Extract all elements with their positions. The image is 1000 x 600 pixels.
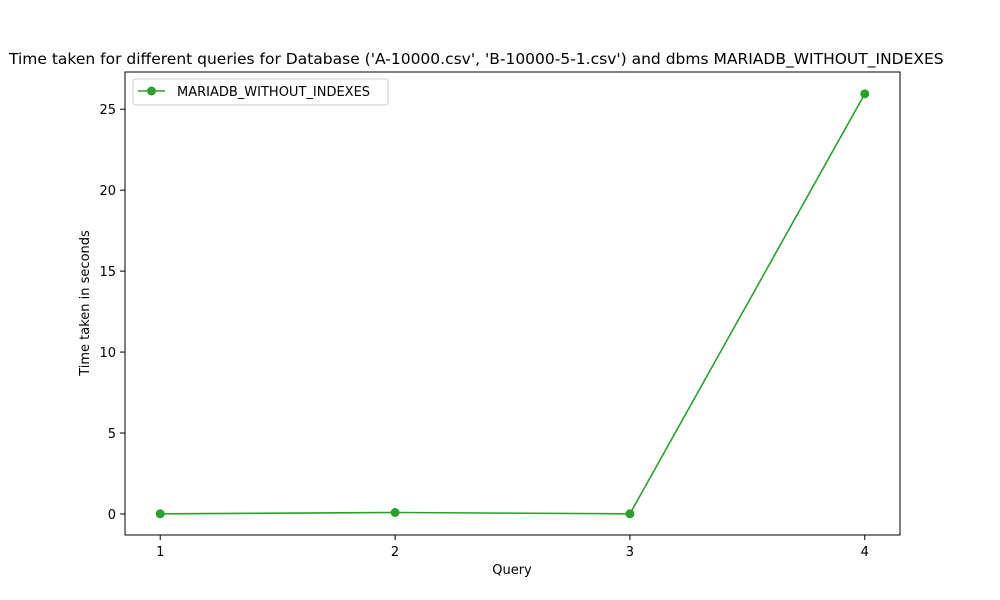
legend-label: MARIADB_WITHOUT_INDEXES (177, 85, 370, 100)
legend: MARIADB_WITHOUT_INDEXES (132, 78, 389, 106)
y-tick-label: 10 (99, 346, 116, 361)
x-tick-label: 4 (861, 545, 869, 560)
y-tick-label: 5 (108, 427, 116, 442)
y-axis: 0 5 10 15 20 25 (99, 103, 125, 523)
data-point (860, 89, 870, 99)
legend-marker-swatch (147, 86, 156, 96)
y-tick-label: 15 (99, 265, 116, 280)
data-point (625, 509, 635, 519)
series-line (160, 93, 866, 515)
x-tick-label: 1 (156, 545, 164, 560)
series-layer (155, 89, 870, 519)
y-tick-label: 25 (99, 103, 116, 118)
x-tick-label: 3 (626, 545, 634, 560)
x-axis-label: Query (492, 563, 532, 578)
y-tick-label: 20 (99, 184, 116, 199)
x-axis: 1 2 3 4 (156, 535, 869, 560)
chart-title: Time taken for different queries for Dat… (8, 50, 944, 69)
y-tick-label: 0 (108, 508, 116, 523)
x-tick-label: 2 (391, 545, 399, 560)
legend-box (132, 78, 389, 106)
plot-area (124, 71, 901, 536)
data-point (390, 507, 400, 517)
data-point (155, 509, 165, 519)
y-axis-label: Time taken in seconds (78, 230, 93, 377)
